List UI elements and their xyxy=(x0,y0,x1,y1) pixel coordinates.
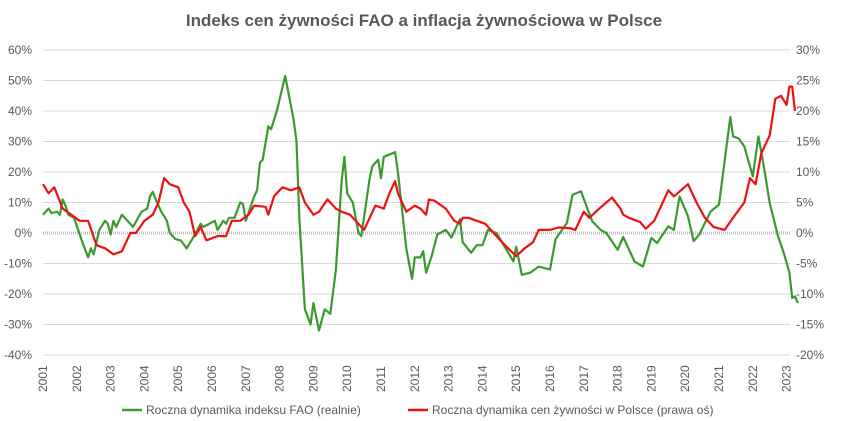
left-axis-tick-label: 50% xyxy=(8,74,32,88)
x-axis-tick-label: 2022 xyxy=(746,365,760,392)
x-axis-tick-label: 2004 xyxy=(137,365,151,392)
x-axis-tick-label: 2023 xyxy=(780,365,794,392)
x-axis-tick-label: 2006 xyxy=(205,365,219,392)
x-axis-tick-label: 2010 xyxy=(340,365,354,392)
x-axis-tick-label: 2009 xyxy=(306,365,320,392)
left-axis-tick-label: 20% xyxy=(8,165,32,179)
right-axis-tick-label: 30% xyxy=(796,43,820,57)
x-axis-tick-label: 2008 xyxy=(273,365,287,392)
right-axis-tick-label: -10% xyxy=(796,287,824,301)
legend: Roczna dynamika indeksu FAO (realnie) Ro… xyxy=(122,403,713,417)
x-axis-tick-label: 2014 xyxy=(475,365,489,392)
x-axis-tick-label: 2015 xyxy=(509,365,523,392)
right-axis-tick-label: -20% xyxy=(796,348,824,362)
x-axis-tick-label: 2020 xyxy=(678,365,692,392)
x-axis-tick-label: 2011 xyxy=(374,366,388,392)
x-axis-tick-label: 2012 xyxy=(408,365,422,392)
x-axis-tick-label: 2016 xyxy=(543,365,557,392)
left-axis-tick-label: -10% xyxy=(4,257,32,271)
left-axis-tick-label: 10% xyxy=(8,196,32,210)
x-axis-ticks: 2001 2002 2003 2004 2005 2006 2007 2008 2009 2010… xyxy=(36,365,794,392)
series-line-poland xyxy=(42,85,797,258)
left-axis-tick-label: 60% xyxy=(8,43,32,57)
right-axis-tick-label: 0% xyxy=(796,226,814,240)
right-axis-tick-label: 20% xyxy=(796,104,820,118)
right-axis-ticks: 30% 25% 20% 15% 10% 5% 0% -5% -10% -15% -20% xyxy=(796,43,824,362)
right-axis-tick-label: -5% xyxy=(796,257,818,271)
left-axis-tick-label: -30% xyxy=(4,318,32,332)
series-lines xyxy=(42,74,799,332)
right-axis-tick-label: 5% xyxy=(796,196,814,210)
left-axis-tick-label: 40% xyxy=(8,104,32,118)
x-axis-tick-label: 2005 xyxy=(171,365,185,392)
legend-label-fao: Roczna dynamika indeksu FAO (realnie) xyxy=(146,403,361,417)
gridlines xyxy=(43,49,790,356)
x-axis-tick-label: 2003 xyxy=(104,365,118,392)
x-axis-tick-label: 2013 xyxy=(442,365,456,392)
right-axis-tick-label: 25% xyxy=(796,74,820,88)
left-axis-tick-label: -40% xyxy=(4,348,32,362)
series-line-fao xyxy=(42,74,799,332)
right-axis-tick-label: -15% xyxy=(796,318,824,332)
x-axis-tick-label: 2019 xyxy=(644,365,658,392)
x-axis-tick-label: 2007 xyxy=(239,365,253,392)
left-axis-tick-label: 0% xyxy=(15,226,33,240)
x-axis-tick-label: 2001 xyxy=(36,365,50,392)
x-axis-tick-label: 2002 xyxy=(70,365,84,392)
right-axis-tick-label: 10% xyxy=(796,165,820,179)
x-axis-tick-label: 2021 xyxy=(712,365,726,392)
left-axis-tick-label: 30% xyxy=(8,135,32,149)
x-axis-tick-label: 2017 xyxy=(577,365,591,392)
x-axis-tick-label: 2018 xyxy=(611,365,625,392)
legend-label-poland: Roczna dynamika cen żywności w Polsce (p… xyxy=(432,403,713,417)
right-axis-tick-label: 15% xyxy=(796,135,820,149)
left-axis-tick-label: -20% xyxy=(4,287,32,301)
left-axis-ticks: 60% 50% 40% 30% 20% 10% 0% -10% -20% -30% -40% xyxy=(4,43,32,362)
chart-title: Indeks cen żywności FAO a inflacja żywno… xyxy=(186,11,662,30)
